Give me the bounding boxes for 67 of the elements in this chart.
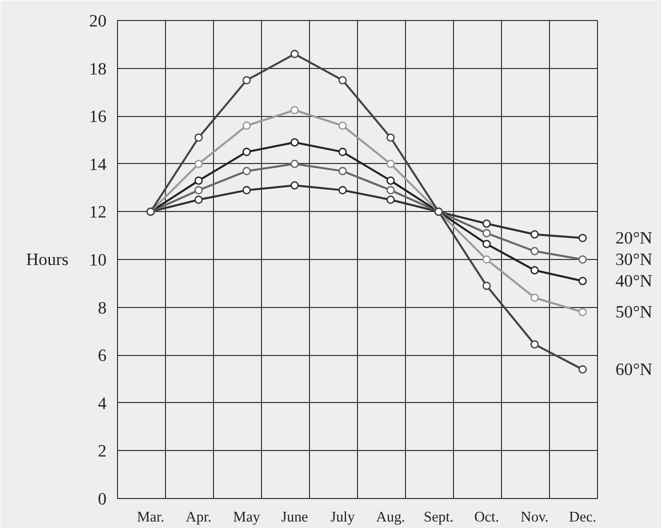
- x-tick-label: Nov.: [520, 510, 549, 526]
- x-tick-label: Sept.: [424, 510, 454, 526]
- x-tick-label: May: [233, 510, 261, 526]
- y-tick-label: 18: [89, 59, 106, 78]
- point: [530, 340, 539, 348]
- point: [578, 308, 587, 316]
- point: [578, 365, 587, 374]
- point: [482, 282, 491, 290]
- series-label: 30°N: [616, 250, 653, 269]
- point: [290, 138, 299, 147]
- point: [386, 160, 395, 168]
- y-tick-label: 8: [98, 298, 107, 318]
- point: [194, 160, 203, 168]
- point: [530, 294, 539, 302]
- point: [290, 106, 299, 114]
- point: [578, 234, 587, 242]
- point: [482, 220, 491, 228]
- point: [578, 276, 587, 286]
- point: [386, 186, 395, 194]
- x-tick-label: July: [330, 510, 356, 526]
- series-label: 40°N: [616, 272, 653, 291]
- series-label: 50°N: [616, 302, 653, 322]
- y-tick-label: 14: [89, 154, 107, 174]
- point: [386, 176, 395, 185]
- series-label: 20°N: [616, 228, 653, 248]
- point: [386, 196, 395, 204]
- point: [290, 50, 299, 58]
- y-tick-label: 10: [89, 250, 106, 270]
- point: [338, 148, 347, 156]
- y-tick-label: 2: [98, 442, 107, 461]
- y-tick-label: 20: [89, 12, 106, 30]
- point: [242, 148, 251, 156]
- point: [242, 186, 251, 194]
- x-tick-label: Aug.: [376, 510, 406, 526]
- point: [482, 240, 491, 248]
- point: [242, 166, 251, 176]
- y-tick-label: 4: [98, 394, 107, 413]
- point: [338, 166, 347, 176]
- point: [194, 186, 203, 194]
- x-tick-label: Apr.: [186, 510, 212, 526]
- point: [338, 122, 347, 130]
- point: [242, 122, 251, 130]
- point: [482, 255, 491, 264]
- point: [530, 266, 539, 274]
- y-tick-label: 12: [89, 202, 106, 222]
- point: [338, 76, 347, 84]
- y-tick-label: 16: [89, 107, 107, 126]
- point: [578, 255, 587, 264]
- point: [194, 176, 203, 185]
- point: [530, 246, 539, 256]
- point: [338, 186, 347, 194]
- point: [386, 133, 395, 142]
- x-tick-label: June: [281, 510, 308, 526]
- point: [482, 229, 491, 238]
- point: [290, 160, 299, 168]
- point: [242, 76, 251, 84]
- point: [290, 181, 299, 190]
- y-tick-label: 6: [98, 346, 107, 366]
- y-tick-label: 0: [98, 490, 107, 508]
- x-tick-label: Dec.: [568, 510, 596, 526]
- series-label: 60°N: [616, 360, 653, 379]
- x-tick-label: Mar.: [136, 510, 164, 526]
- point: [194, 133, 203, 142]
- point: [530, 230, 539, 239]
- x-tick-label: Oct.: [474, 510, 500, 526]
- y-axis-title: Hours: [26, 250, 69, 269]
- point: [194, 196, 203, 204]
